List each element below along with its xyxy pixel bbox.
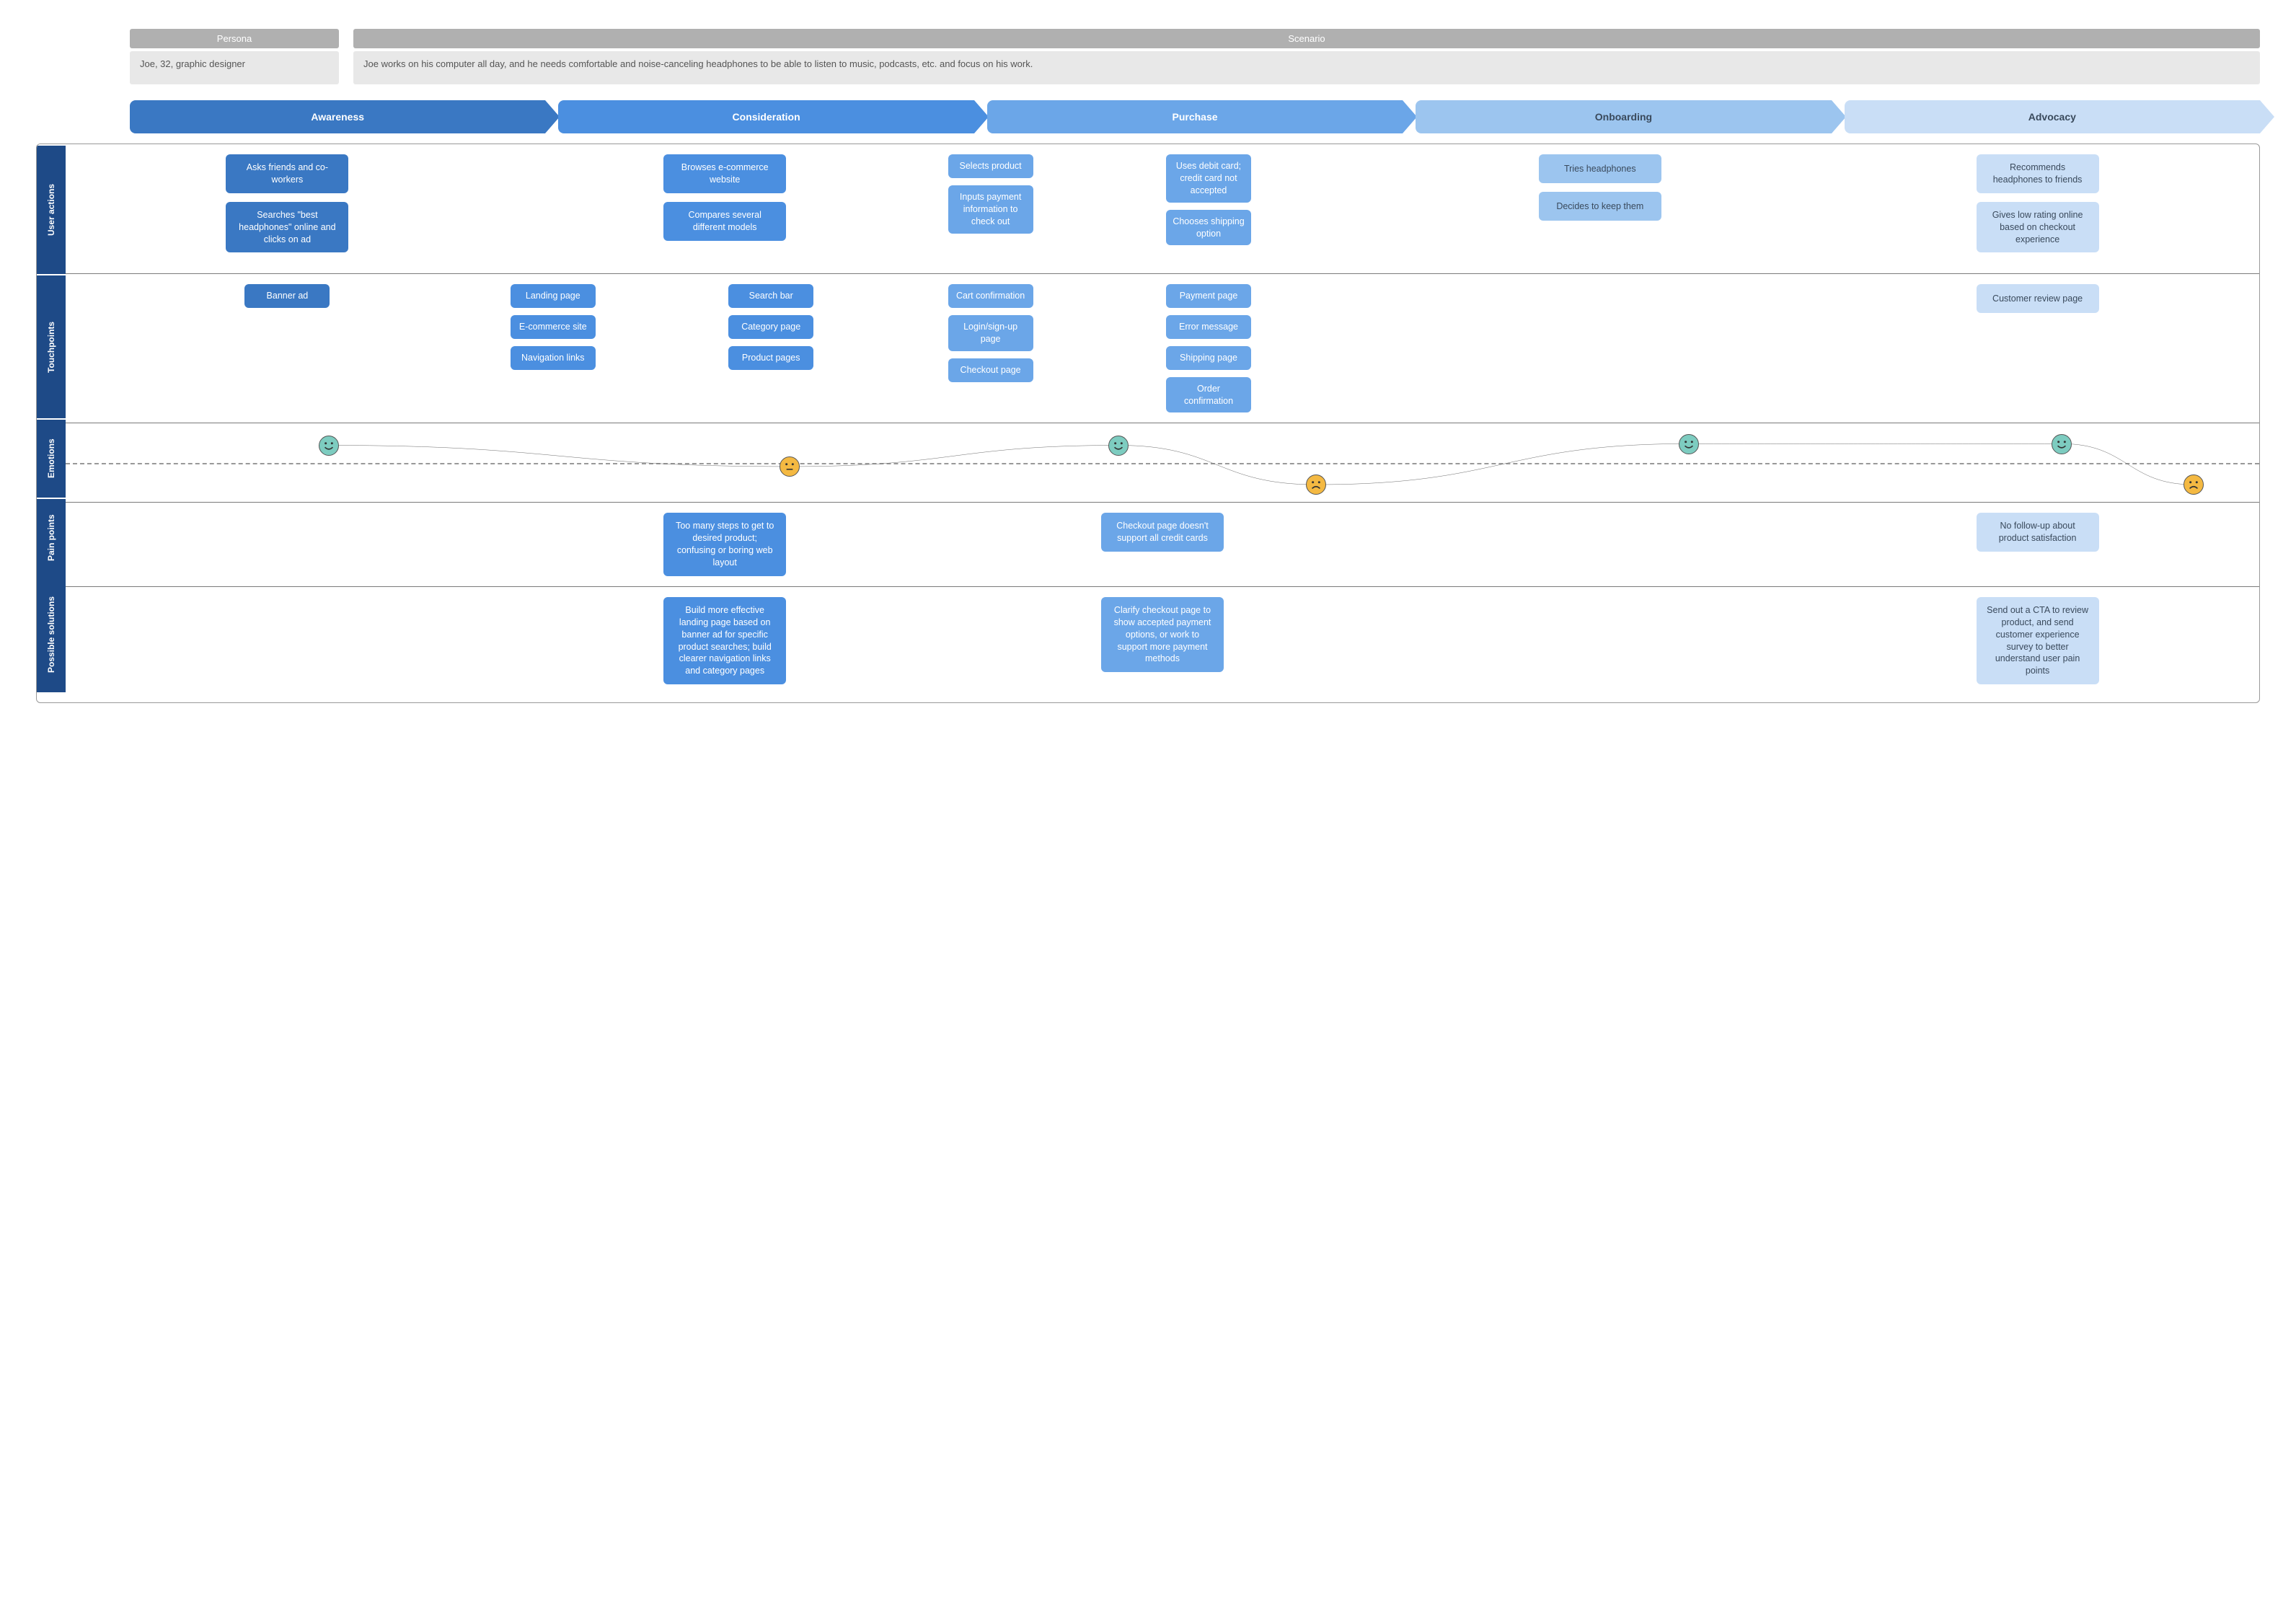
card: Order confirmation	[1166, 377, 1251, 413]
stage-arrow-consideration: Consideration	[558, 100, 973, 133]
card: Category page	[728, 315, 813, 339]
card: Customer review page	[1977, 284, 2099, 313]
row-user-actions: Asks friends and co-workers Searches "bes…	[66, 144, 2259, 274]
emotion-face-happy	[1679, 434, 1699, 454]
card: Shipping page	[1166, 346, 1251, 370]
card: Checkout page	[948, 358, 1033, 382]
emotion-face-happy	[2052, 434, 2072, 454]
solution-purchase: Clarify checkout page to show accepted p…	[1101, 597, 1224, 672]
card: Gives low rating online based on checkou…	[1977, 202, 2099, 253]
card: Uses debit card; credit card not accepte…	[1166, 154, 1251, 203]
card: Compares several different models	[663, 202, 786, 241]
scenario-header: Scenario	[353, 29, 2260, 48]
row-touchpoints: Banner ad Landing page E-commerce site Nav…	[66, 274, 2259, 423]
persona-header: Persona	[130, 29, 339, 48]
card: Landing page	[511, 284, 596, 308]
row-emotions	[66, 423, 2259, 503]
card: Cart confirmation	[948, 284, 1033, 308]
card: Navigation links	[511, 346, 596, 370]
emotion-face-happy	[319, 436, 339, 456]
pain-consideration: Too many steps to get to desired product…	[663, 513, 786, 576]
persona-body: Joe, 32, graphic designer	[130, 51, 339, 84]
emotion-face-sad	[2184, 474, 2204, 495]
card: Tries headphones	[1539, 154, 1661, 183]
header-row: Persona Joe, 32, graphic designer Scenar…	[130, 29, 2260, 84]
card: Decides to keep them	[1539, 192, 1661, 221]
card: Payment page	[1166, 284, 1251, 308]
card: E-commerce site	[511, 315, 596, 339]
card: Chooses shipping option	[1166, 210, 1251, 246]
scenario-body: Joe works on his computer all day, and h…	[353, 51, 2260, 84]
card: Search bar	[728, 284, 813, 308]
card: Error message	[1166, 315, 1251, 339]
row-label-pain-points: Pain points	[37, 498, 66, 577]
card: Asks friends and co-workers	[226, 154, 348, 193]
row-solutions: Build more effective landing page based …	[66, 587, 2259, 702]
card: Inputs payment information to check out	[948, 185, 1033, 234]
grid-body: Asks friends and co-workers Searches "bes…	[66, 144, 2259, 702]
card: Selects product	[948, 154, 1033, 178]
journey-grid: User actionsTouchpointsEmotionsPain poin…	[36, 144, 2260, 703]
card: Browses e-commerce website	[663, 154, 786, 193]
emotions-curve	[66, 423, 2259, 502]
card: Login/sign-up page	[948, 315, 1033, 351]
row-labels-sidebar: User actionsTouchpointsEmotionsPain poin…	[37, 144, 66, 702]
card: Recommends headphones to friends	[1977, 154, 2099, 193]
row-label-emotions: Emotions	[37, 418, 66, 498]
solution-advocacy: Send out a CTA to review product, and se…	[1977, 597, 2099, 684]
stage-arrow-purchase: Purchase	[987, 100, 1403, 133]
row-label-user-actions: User actions	[37, 144, 66, 274]
row-pain-points: Too many steps to get to desired product…	[66, 503, 2259, 587]
solution-consideration: Build more effective landing page based …	[663, 597, 786, 684]
card: Searches "best headphones" online and cl…	[226, 202, 348, 253]
emotion-face-neutral	[780, 456, 800, 477]
stage-arrow-awareness: Awareness	[130, 100, 545, 133]
stage-arrow-onboarding: Onboarding	[1416, 100, 1831, 133]
pain-purchase: Checkout page doesn't support all credit…	[1101, 513, 1224, 552]
card: Banner ad	[244, 284, 330, 308]
card: Product pages	[728, 346, 813, 370]
stage-arrows-row: Awareness Consideration Purchase Onboarding…	[130, 100, 2260, 133]
row-label-possible-solutions: Possible solutions	[37, 577, 66, 692]
emotion-face-happy	[1108, 436, 1129, 456]
row-label-touchpoints: Touchpoints	[37, 274, 66, 418]
pain-advocacy: No follow-up about product satisfaction	[1977, 513, 2099, 552]
stage-arrow-advocacy: Advocacy	[1845, 100, 2260, 133]
emotion-face-sad	[1306, 474, 1326, 495]
